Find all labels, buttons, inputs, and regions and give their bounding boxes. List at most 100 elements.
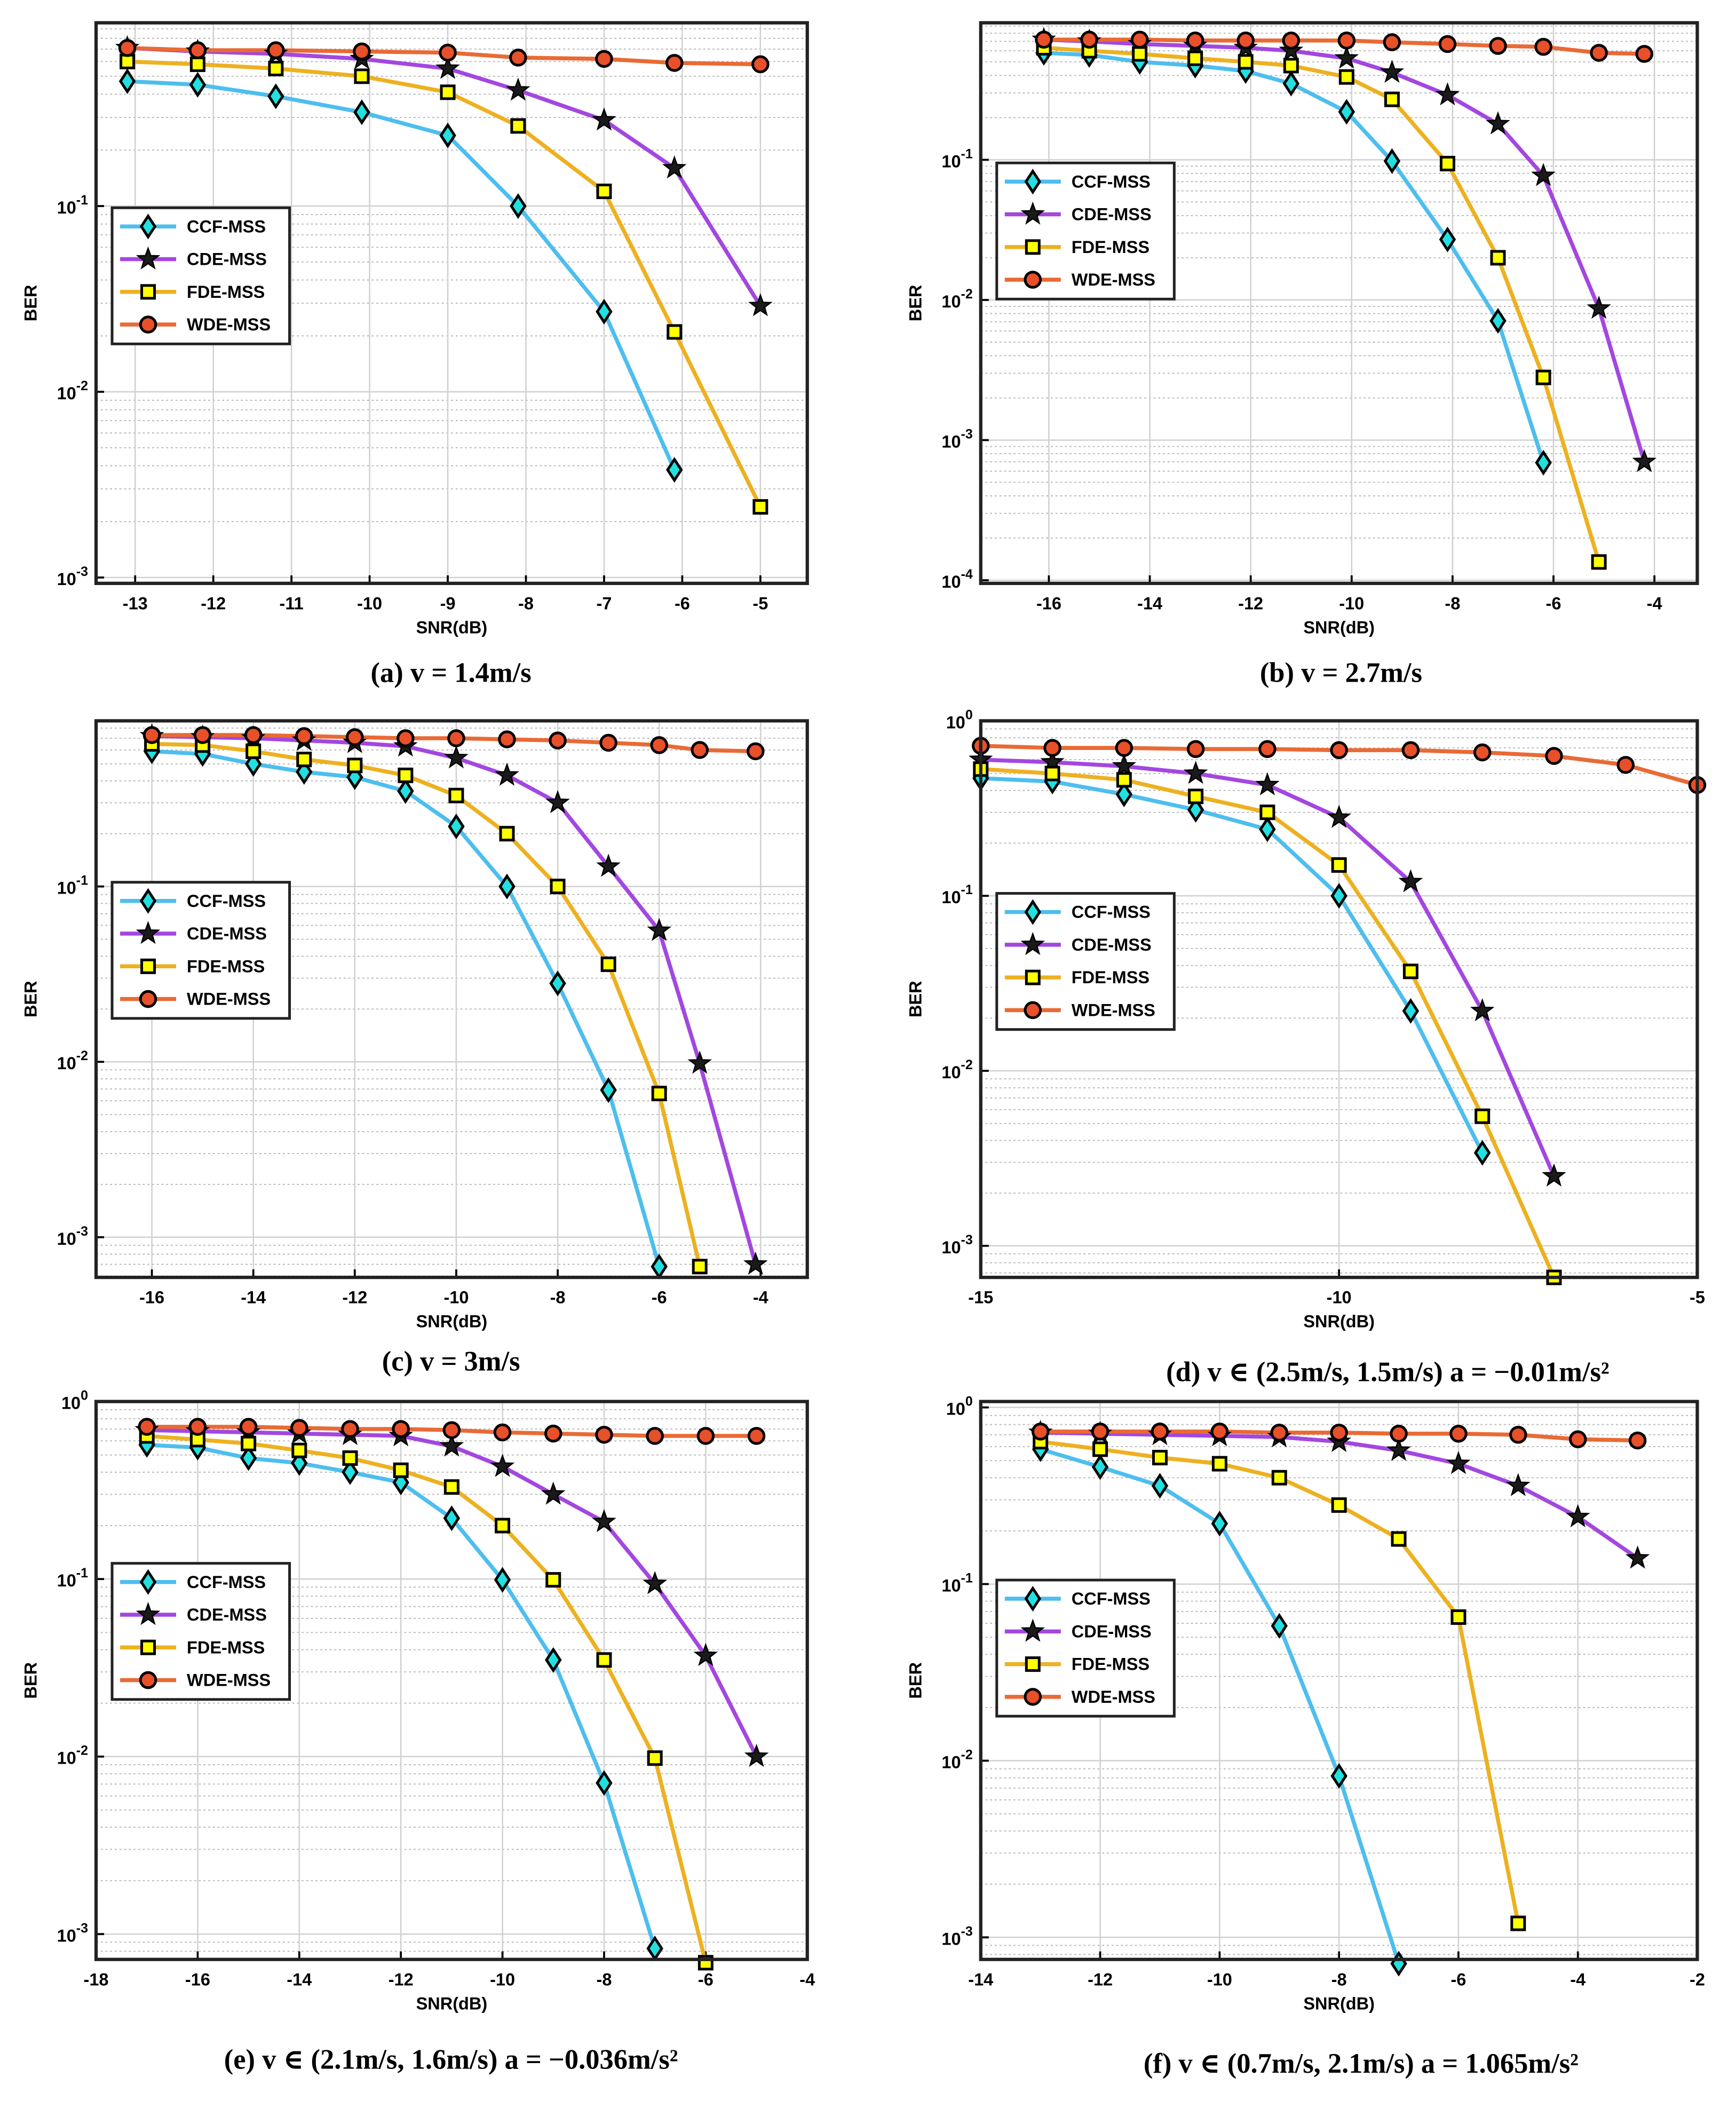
marker bbox=[444, 745, 469, 769]
legend-marker bbox=[1024, 169, 1042, 195]
marker bbox=[1152, 1450, 1168, 1466]
marker bbox=[1473, 1140, 1491, 1166]
marker bbox=[342, 1459, 359, 1486]
marker bbox=[393, 1462, 409, 1478]
marker bbox=[341, 1420, 359, 1438]
legend-label: FDE-MSS bbox=[187, 1638, 265, 1657]
chart: 10-3 10-2 10-1 -16 -14 -12 -10 -8 -6 -4 SNR(dB) BER… bbox=[21, 719, 809, 1377]
marker bbox=[549, 731, 567, 749]
legend-label: CCF-MSS bbox=[1072, 172, 1151, 191]
series-line bbox=[980, 776, 1485, 1154]
x-tick-label: -2 bbox=[1690, 1970, 1705, 1989]
x-tick-label: -14 bbox=[287, 1970, 312, 1989]
marker bbox=[646, 1427, 664, 1445]
legend-marker bbox=[1020, 1618, 1045, 1642]
marker bbox=[595, 1426, 613, 1444]
marker bbox=[596, 854, 621, 877]
marker bbox=[1331, 1497, 1347, 1513]
marker bbox=[1486, 111, 1510, 135]
marker bbox=[1330, 741, 1348, 760]
marker bbox=[1450, 1609, 1467, 1625]
marker bbox=[692, 1259, 708, 1275]
x-tick-label: -12 bbox=[201, 594, 226, 613]
marker bbox=[1238, 54, 1254, 70]
legend-marker bbox=[140, 1639, 156, 1655]
marker bbox=[691, 741, 709, 759]
legend-label: CCF-MSS bbox=[1072, 903, 1151, 922]
y-tick-label: 10-4 bbox=[941, 567, 972, 591]
x-axis-label: SNR(dB) bbox=[1303, 618, 1375, 637]
marker bbox=[1390, 1425, 1408, 1443]
marker bbox=[1587, 295, 1611, 319]
marker bbox=[142, 726, 161, 744]
x-tick-label: -8 bbox=[1331, 1970, 1347, 1989]
x-tick-label: -8 bbox=[597, 1970, 612, 1989]
marker bbox=[1183, 761, 1208, 784]
marker bbox=[1130, 30, 1149, 49]
marker bbox=[549, 970, 566, 997]
y-tick-label: 10-2 bbox=[57, 1048, 88, 1073]
marker bbox=[596, 1652, 612, 1668]
marker bbox=[1565, 1504, 1590, 1528]
marker bbox=[751, 55, 770, 74]
marker bbox=[1337, 31, 1356, 50]
marker bbox=[1383, 33, 1401, 51]
legend-marker bbox=[140, 284, 156, 300]
marker bbox=[1092, 1441, 1108, 1457]
x-tick-label: -16 bbox=[1036, 594, 1061, 613]
x-tick-label: -13 bbox=[123, 594, 148, 613]
legend-label: FDE-MSS bbox=[1072, 238, 1150, 257]
legend-label: WDE-MSS bbox=[1072, 1000, 1155, 1020]
y-tick-label: 10-1 bbox=[57, 193, 88, 217]
y-axis-label: BER bbox=[906, 981, 925, 1017]
marker bbox=[599, 733, 617, 752]
marker bbox=[662, 155, 687, 179]
x-axis-label: SNR(dB) bbox=[1303, 1312, 1375, 1331]
marker bbox=[398, 768, 414, 784]
marker bbox=[1545, 747, 1563, 765]
chart: 10-4 10-3 10-2 10-1 -16 -14 -12 -10 -8 -6 -4 SNR(dB… bbox=[906, 21, 1699, 688]
y-tick-label: 10-3 bbox=[941, 1924, 972, 1948]
x-tick-label: -7 bbox=[597, 594, 612, 613]
legend-label: CDE-MSS bbox=[187, 250, 267, 269]
y-tick-label: 10-1 bbox=[57, 1566, 88, 1590]
y-tick-label: 10-1 bbox=[941, 882, 972, 907]
x-axis-label: SNR(dB) bbox=[1303, 1994, 1375, 2013]
marker bbox=[439, 43, 457, 62]
x-tick-label: -12 bbox=[1088, 1970, 1113, 1989]
marker bbox=[397, 729, 415, 747]
x-tick-label: -14 bbox=[1137, 594, 1162, 613]
marker bbox=[1259, 816, 1276, 842]
legend-marker bbox=[139, 1569, 157, 1595]
legend-label: CDE-MSS bbox=[1072, 935, 1152, 954]
legend: CCF-MSS CDE-MSS FDE-MSS WDE-MSS bbox=[995, 161, 1176, 301]
marker bbox=[1590, 44, 1608, 62]
y-axis-label: BER bbox=[906, 285, 925, 321]
marker bbox=[1449, 1425, 1468, 1443]
legend-marker bbox=[136, 1601, 161, 1625]
series-line bbox=[146, 1434, 708, 1963]
legend-marker bbox=[1025, 1656, 1041, 1672]
x-tick-label: -18 bbox=[84, 1970, 109, 1989]
marker bbox=[354, 68, 370, 84]
x-tick-label: -10 bbox=[1207, 1970, 1232, 1989]
legend-marker bbox=[1024, 1688, 1042, 1706]
x-tick-label: -12 bbox=[342, 1288, 367, 1307]
marker bbox=[509, 49, 527, 67]
marker bbox=[643, 1571, 667, 1594]
caption: (c) v = 3m/s bbox=[382, 1346, 520, 1377]
x-tick-label: -8 bbox=[518, 594, 534, 613]
legend-label: CDE-MSS bbox=[187, 1605, 267, 1624]
marker bbox=[1435, 82, 1460, 106]
y-tick-label: 10-2 bbox=[941, 1057, 972, 1082]
marker bbox=[510, 193, 527, 219]
plot-frame bbox=[94, 21, 809, 585]
marker bbox=[1327, 804, 1351, 828]
marker bbox=[296, 752, 312, 768]
y-axis-label: BER bbox=[906, 1662, 925, 1699]
y-tick-label: 10-1 bbox=[941, 146, 972, 171]
marker bbox=[1489, 307, 1507, 334]
marker bbox=[1506, 1473, 1531, 1496]
marker bbox=[1490, 250, 1506, 266]
marker bbox=[1438, 35, 1457, 53]
